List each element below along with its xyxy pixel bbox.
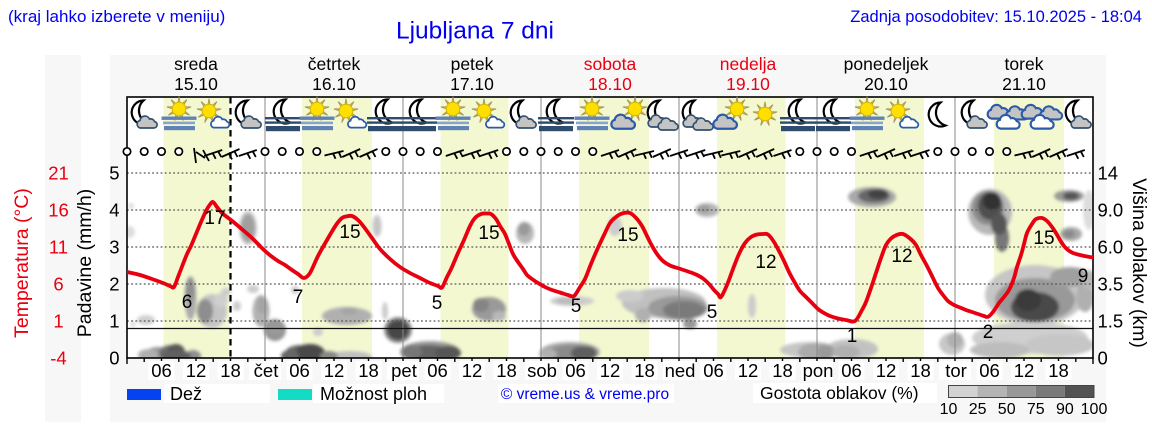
svg-text:1: 1 (53, 311, 63, 332)
svg-text:18: 18 (358, 360, 379, 381)
svg-text:17: 17 (204, 208, 225, 229)
svg-text:tor: tor (945, 360, 967, 381)
svg-text:12: 12 (600, 360, 621, 381)
svg-text:3.5: 3.5 (1098, 274, 1124, 295)
svg-text:-4: -4 (50, 348, 66, 369)
svg-text:16: 16 (48, 200, 69, 221)
svg-text:9.0: 9.0 (1098, 200, 1124, 221)
svg-text:5: 5 (109, 163, 119, 184)
svg-text:06: 06 (151, 360, 172, 381)
svg-text:pet: pet (391, 360, 417, 381)
svg-text:18.10: 18.10 (588, 74, 632, 94)
svg-text:torek: torek (1005, 54, 1044, 74)
svg-text:sreda: sreda (174, 54, 218, 74)
svg-text:Višina oblakov (km): Višina oblakov (km) (1128, 178, 1150, 348)
svg-text:Možnost ploh: Možnost ploh (320, 384, 427, 404)
svg-text:petek: petek (451, 54, 494, 74)
svg-text:19.10: 19.10 (726, 74, 770, 94)
svg-text:25: 25 (969, 401, 987, 418)
svg-text:Padavine (mm/h): Padavine (mm/h) (74, 189, 96, 337)
svg-text:nedelja: nedelja (720, 54, 777, 74)
svg-text:1: 1 (847, 326, 858, 347)
svg-text:100: 100 (1081, 401, 1108, 418)
svg-text:15: 15 (339, 222, 360, 243)
svg-text:18: 18 (772, 360, 793, 381)
svg-text:18: 18 (1048, 360, 1069, 381)
svg-text:6: 6 (53, 274, 63, 295)
svg-text:15: 15 (617, 225, 638, 246)
svg-text:12: 12 (462, 360, 483, 381)
svg-text:15: 15 (1033, 228, 1054, 249)
svg-text:6.0: 6.0 (1098, 237, 1124, 258)
svg-text:12: 12 (755, 252, 776, 273)
svg-text:1: 1 (109, 311, 119, 332)
svg-text:14: 14 (1098, 163, 1119, 184)
svg-text:16.10: 16.10 (312, 74, 356, 94)
svg-text:17.10: 17.10 (450, 74, 494, 94)
svg-text:Temperatura (°C): Temperatura (°C) (11, 188, 33, 338)
svg-text:5: 5 (571, 296, 582, 317)
svg-text:15: 15 (478, 223, 499, 244)
svg-text:21.10: 21.10 (1002, 74, 1046, 94)
svg-text:Zadnja posodobitev: 15.10.2025: Zadnja posodobitev: 15.10.2025 - 18:04 (850, 8, 1142, 26)
svg-text:0: 0 (1098, 348, 1108, 369)
svg-text:0: 0 (109, 348, 119, 369)
svg-text:ponedeljek: ponedeljek (844, 54, 929, 74)
svg-text:06: 06 (289, 360, 310, 381)
svg-text:(kraj lahko izberete v meniju): (kraj lahko izberete v meniju) (8, 7, 225, 26)
svg-text:06: 06 (841, 360, 862, 381)
svg-text:© vreme.us & vreme.pro: © vreme.us & vreme.pro (501, 386, 669, 403)
svg-text:10: 10 (940, 401, 958, 418)
svg-text:15.10: 15.10 (174, 74, 218, 94)
svg-text:2: 2 (983, 322, 994, 343)
svg-text:12: 12 (186, 360, 207, 381)
svg-text:06: 06 (565, 360, 586, 381)
svg-text:90: 90 (1056, 401, 1074, 418)
svg-text:50: 50 (998, 401, 1016, 418)
svg-text:5: 5 (707, 302, 718, 323)
svg-text:4: 4 (109, 200, 119, 221)
svg-text:Gostota oblakov (%): Gostota oblakov (%) (760, 383, 919, 403)
svg-text:06: 06 (427, 360, 448, 381)
svg-text:18: 18 (220, 360, 241, 381)
svg-text:06: 06 (703, 360, 724, 381)
svg-text:2: 2 (109, 274, 119, 295)
svg-text:21: 21 (48, 163, 69, 184)
svg-text:pon: pon (803, 360, 834, 381)
svg-text:ned: ned (665, 360, 696, 381)
svg-text:5: 5 (432, 293, 443, 314)
svg-text:9: 9 (1078, 266, 1089, 287)
svg-text:četrtek: četrtek (308, 54, 361, 74)
svg-text:3: 3 (109, 237, 119, 258)
svg-text:Ljubljana 7 dni: Ljubljana 7 dni (396, 18, 554, 45)
svg-text:18: 18 (496, 360, 517, 381)
svg-text:12: 12 (1014, 360, 1035, 381)
svg-text:06: 06 (979, 360, 1000, 381)
svg-text:6: 6 (182, 292, 193, 313)
svg-text:čet: čet (254, 360, 279, 381)
svg-text:sob: sob (527, 360, 557, 381)
svg-text:sobota: sobota (584, 54, 637, 74)
svg-text:1.5: 1.5 (1098, 311, 1124, 332)
svg-text:20.10: 20.10 (864, 74, 908, 94)
svg-text:75: 75 (1027, 401, 1045, 418)
svg-text:18: 18 (634, 360, 655, 381)
svg-text:Dež: Dež (170, 384, 202, 404)
svg-text:7: 7 (293, 287, 304, 308)
svg-text:12: 12 (891, 246, 912, 267)
svg-text:12: 12 (738, 360, 759, 381)
svg-text:11: 11 (49, 237, 68, 258)
svg-text:18: 18 (910, 360, 931, 381)
svg-text:12: 12 (324, 360, 345, 381)
svg-text:12: 12 (876, 360, 897, 381)
